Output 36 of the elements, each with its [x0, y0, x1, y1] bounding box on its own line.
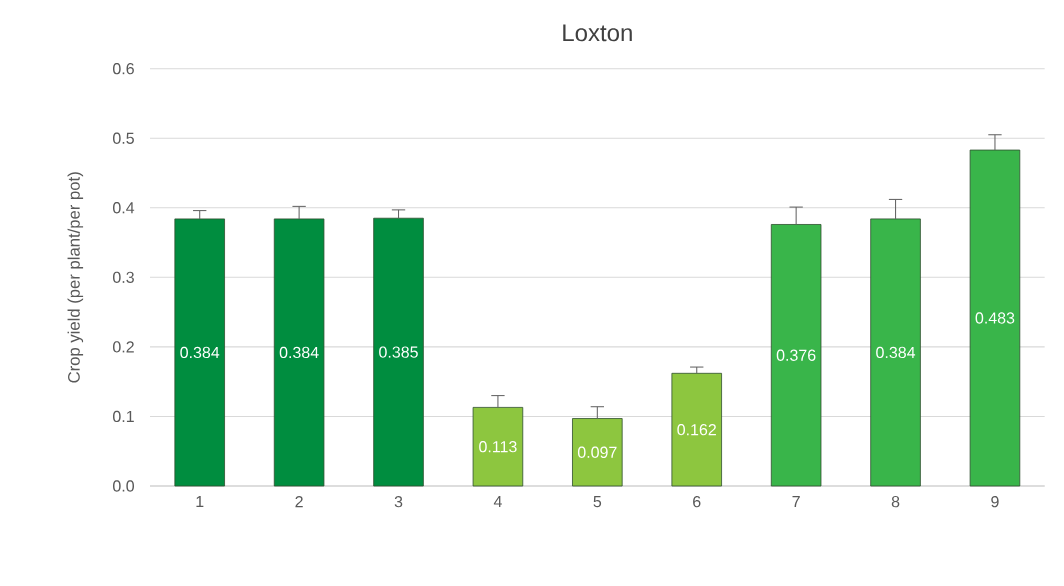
- x-tick-label: 3: [394, 496, 403, 508]
- x-tick-label: 8: [891, 496, 900, 508]
- y-tick-label: 0.4: [113, 202, 135, 214]
- x-tick-label: 5: [593, 496, 602, 508]
- chart-title: Loxton: [563, 24, 632, 42]
- y-tick-label: 0.1: [113, 410, 134, 423]
- data-label: 0.097: [577, 446, 617, 458]
- data-label: 0.384: [279, 346, 319, 359]
- bar: [572, 418, 623, 487]
- x-tick-label: 4: [493, 496, 502, 508]
- data-label: 0.483: [975, 312, 1015, 324]
- bar: [870, 218, 921, 487]
- x-tick-label: 9: [991, 496, 999, 508]
- x-tick-label: 6: [693, 496, 701, 508]
- y-axis-title: Crop yield (per plant/per pot): [67, 172, 84, 383]
- bar: [373, 217, 424, 487]
- bar: [671, 372, 722, 487]
- bar: [273, 218, 325, 487]
- y-tick-label: 0.5: [113, 132, 134, 144]
- y-tick-label: 0.2: [113, 341, 134, 353]
- bar: [770, 224, 822, 487]
- bar: [174, 218, 225, 487]
- x-tick-label: 7: [792, 496, 800, 508]
- y-tick-label: 0.6: [113, 63, 134, 75]
- data-label: 0.384: [180, 346, 220, 359]
- data-label: 0.376: [776, 349, 816, 361]
- x-tick-label: 1: [196, 496, 204, 508]
- data-label: 0.384: [876, 346, 916, 359]
- data-label: 0.162: [677, 424, 716, 436]
- y-tick-label: 0.3: [113, 271, 134, 283]
- data-label: 0.113: [479, 441, 517, 453]
- y-tick-label: 0.0: [113, 480, 135, 492]
- bar: [472, 407, 524, 487]
- bar: [969, 149, 1021, 487]
- x-tick-label: 2: [295, 496, 303, 508]
- data-label: 0.385: [379, 346, 418, 358]
